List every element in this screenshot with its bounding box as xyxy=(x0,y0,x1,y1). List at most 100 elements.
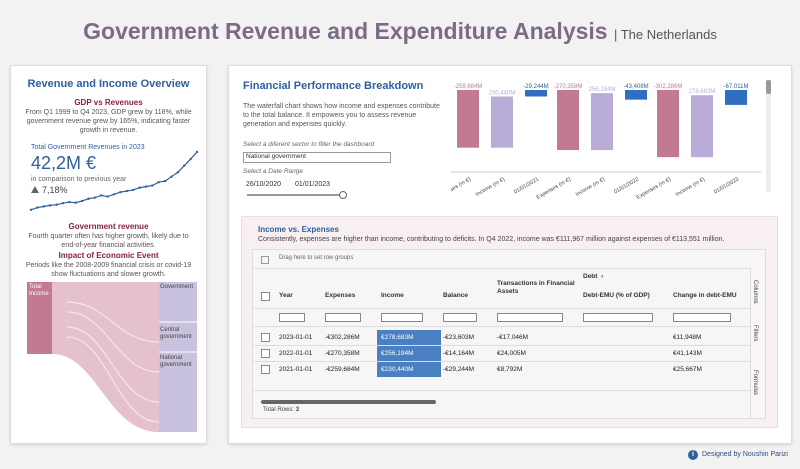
divider xyxy=(253,308,750,309)
side-tab[interactable]: Formulas xyxy=(752,370,758,396)
sparkline-point xyxy=(93,196,97,199)
gdp-text: From Q1 1999 to Q4 2023, GDP grew by 118… xyxy=(25,109,192,134)
sparkline-point xyxy=(144,185,148,188)
group-header: Debt ‹ xyxy=(583,273,604,280)
filter-input[interactable] xyxy=(279,313,305,322)
filter-input[interactable] xyxy=(673,313,731,322)
date-label: Select a Date Range xyxy=(243,168,303,175)
value-label: -43,408M xyxy=(623,84,648,90)
sparkline-point xyxy=(36,206,39,209)
waterfall-bar xyxy=(557,90,579,151)
cell: €24,005M xyxy=(497,350,526,357)
checkbox xyxy=(261,333,270,342)
sparkline-point xyxy=(55,203,58,206)
impact-text: Periods like the 2008-2009 financial cri… xyxy=(25,262,192,278)
sparkline-point xyxy=(48,204,52,207)
impact-heading: Impact of Economic Event xyxy=(58,251,159,260)
credit: Designed by Noushin Parizi xyxy=(702,451,788,458)
x-label: 01/01/2022 xyxy=(613,177,640,196)
sparkline-point xyxy=(74,201,77,204)
column-header: Year xyxy=(279,292,293,299)
column-header: Expenses xyxy=(325,292,356,299)
sparkline-point xyxy=(151,184,154,187)
x-label: Expenses (m €) xyxy=(451,176,472,201)
x-label: Expenses (m €) xyxy=(536,176,572,201)
performance-title: Financial Performance Breakdown xyxy=(243,80,424,92)
sparkline-point xyxy=(195,150,199,154)
cell: 2021-01-01 xyxy=(279,366,313,373)
column-header: Balance xyxy=(443,292,468,299)
cell: €11,948M xyxy=(673,334,702,341)
filter-input[interactable] xyxy=(381,313,423,322)
sector-select[interactable]: National government xyxy=(243,152,391,163)
group-hint: Drag here to set row groups xyxy=(279,255,354,261)
column-header: Income xyxy=(381,292,404,299)
divider xyxy=(253,326,750,327)
cell: €41,143M xyxy=(673,350,702,357)
waterfall-bar xyxy=(457,90,479,148)
sparkline-point xyxy=(183,164,186,167)
column-header: Change in debt-EMU xyxy=(673,292,737,299)
sector-label: Select a diferent sector to filter the d… xyxy=(243,141,375,148)
sankey-label: Government xyxy=(160,284,194,290)
sparkline-point xyxy=(176,171,180,174)
filter-input[interactable] xyxy=(583,313,653,322)
scrollbar[interactable] xyxy=(766,80,771,192)
sparkline-point xyxy=(112,193,116,196)
waterfall: -259,684M Expenses (m €) 230,440M Income (m… xyxy=(451,84,761,201)
cell: -€270,358M xyxy=(325,350,360,357)
group-icon xyxy=(261,256,269,264)
filter-input[interactable] xyxy=(497,313,563,322)
side-tab[interactable]: Columns xyxy=(752,280,758,304)
date-slider[interactable] xyxy=(247,194,343,196)
cell: -€259,684M xyxy=(325,366,360,373)
sparkline-point xyxy=(138,186,141,189)
row-count: Total Rows: 3 xyxy=(263,407,299,413)
side-tab[interactable]: Filters xyxy=(752,325,758,342)
value-label: -302,286M xyxy=(654,84,683,90)
sankey-label: Central government xyxy=(160,327,192,340)
cell: €278,683M xyxy=(377,330,441,345)
info-icon: i xyxy=(688,450,698,460)
cell: 2022-01-01 xyxy=(279,350,313,357)
kpi-compare: in comparison to previous year xyxy=(31,176,127,183)
node xyxy=(159,282,197,432)
sparkline-point xyxy=(61,201,65,205)
performance-panel: Financial Performance Breakdown The wate… xyxy=(228,65,792,444)
filter-input[interactable] xyxy=(325,313,361,322)
cell: €8,792M xyxy=(497,366,523,373)
value-label: 256,194M xyxy=(589,87,616,93)
sparkline-point xyxy=(106,195,109,198)
sparkline-point xyxy=(125,189,128,193)
sparkline-point xyxy=(29,208,33,211)
sparkline-point xyxy=(100,194,103,197)
x-label: 01/01/2021 xyxy=(513,177,540,196)
sparkline-point xyxy=(157,181,160,184)
x-label: Income (m €) xyxy=(475,176,506,197)
waterfall-bar xyxy=(657,90,679,158)
footer-label: Total Rows: xyxy=(263,407,295,413)
cell: €256,194M xyxy=(377,346,441,361)
filter-input[interactable] xyxy=(443,313,477,322)
divider xyxy=(253,390,750,391)
flow xyxy=(52,282,159,432)
slider-handle[interactable] xyxy=(339,191,347,199)
sankey-label: National government xyxy=(160,355,192,368)
table-subtitle: Consistently, expenses are higher than i… xyxy=(258,236,725,243)
flow-lines xyxy=(66,301,160,423)
date-from: 26/10/2020 xyxy=(246,181,282,188)
kpi-value: 42,2M € xyxy=(31,153,97,173)
sparkline-line xyxy=(30,151,198,211)
x-label: 01/01/2023 xyxy=(713,177,740,196)
value-label: 278,683M xyxy=(689,89,716,95)
checkbox xyxy=(261,292,270,301)
footer-count: 3 xyxy=(295,407,300,413)
overview-panel: Revenue and Income Overview GDP vs Reven… xyxy=(10,65,207,444)
gdp-heading: GDP vs Revenues xyxy=(74,98,143,107)
title: Government Revenue and Expenditure Analy… xyxy=(83,18,608,44)
cell: -€14,164M xyxy=(443,350,475,357)
row-divider xyxy=(253,345,750,346)
h-scrollbar[interactable] xyxy=(261,400,436,404)
side-bar xyxy=(750,268,765,418)
